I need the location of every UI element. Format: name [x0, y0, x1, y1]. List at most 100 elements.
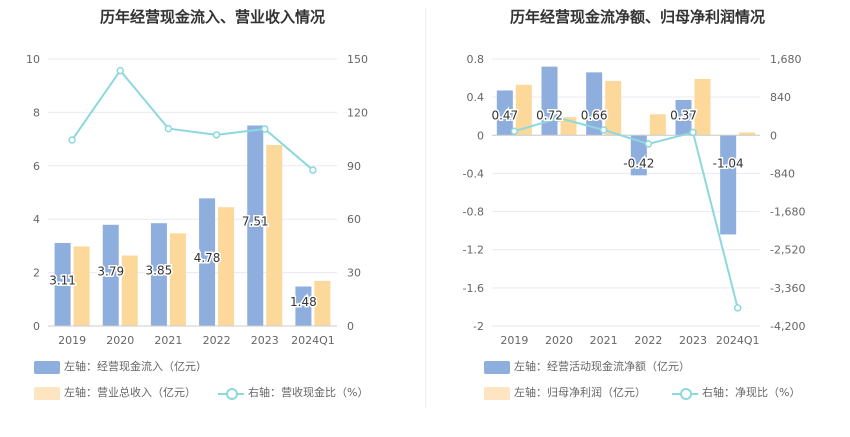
y-left-tick-label: 0.4 [467, 91, 485, 104]
ratio-line [514, 116, 739, 309]
ratio-point [116, 66, 124, 75]
x-tick-label: 2024Q1 [291, 334, 335, 347]
legend-item-net-cash-flow[interactable]: 左轴：经营活动现金流净额（亿元） [484, 358, 690, 374]
ratio-point [733, 304, 742, 312]
x-tick-label: 2020 [545, 334, 573, 347]
legend-label: 左轴：归母净利润（亿元） [514, 386, 646, 399]
x-tick-label: 2023 [251, 334, 279, 347]
ratio-point [555, 114, 563, 122]
bar-yellow [73, 246, 90, 326]
y-right-tick-label: 150 [347, 53, 368, 66]
y-right-tick-label: 840 [770, 91, 791, 104]
bar-blue [586, 72, 603, 136]
y-left-tick-label: -0.8 [463, 206, 484, 219]
legend-label: 右轴：营收现金比（%） [248, 386, 369, 399]
data-label: 4.78 [194, 251, 221, 265]
y-left-tick-label: 2 [33, 267, 40, 280]
ratio-point [510, 127, 519, 136]
bar-yellow [169, 233, 186, 326]
legend-item-revenue[interactable]: 左轴：营业总收入（亿元） [34, 384, 196, 400]
bar-yellow [266, 144, 283, 326]
legend-swatch-yellow-icon [34, 386, 60, 400]
data-label: 3.11 [49, 273, 76, 287]
legend-label: 左轴：经营现金流入（亿元） [64, 360, 207, 373]
x-tick-label: 2021 [590, 334, 618, 347]
bar-blue [630, 135, 647, 176]
data-label: 0.47 [491, 108, 518, 122]
data-label: 0.66 [581, 108, 608, 122]
data-label: 3.85 [146, 264, 173, 278]
data-label: -0.42 [623, 156, 654, 170]
y-left-tick-label: -0.4 [463, 167, 484, 180]
bar-blue [199, 198, 216, 326]
ratio-point [689, 128, 697, 137]
y-right-tick-label: 120 [347, 106, 368, 119]
y-right-tick-label: 0 [347, 320, 354, 333]
legend-line-marker-icon [218, 387, 244, 400]
y-left-tick-label: 8 [33, 106, 40, 119]
legend-item-net-profit[interactable]: 左轴：归母净利润（亿元） [484, 384, 646, 400]
y-right-tick-label: 90 [347, 160, 361, 173]
data-label: 0.72 [536, 108, 563, 122]
legend-label: 左轴：营业总收入（亿元） [64, 386, 196, 399]
x-tick-label: 2019 [500, 334, 528, 347]
ratio-line [71, 68, 314, 171]
x-tick-label: 2019 [58, 334, 86, 347]
chart-plot: 0.8 0.4 0 -0.4 -0.8 -1.2 -1.6 -2 1,680 840 0 -840 -1… [463, 53, 806, 347]
bar-blue [150, 223, 167, 326]
bar-blue [496, 90, 513, 136]
legend-label: 右轴：净现比（%） [702, 386, 801, 399]
x-tick-label: 2022 [203, 334, 231, 347]
bar-yellow [314, 280, 331, 326]
legend-line-marker-icon [672, 387, 698, 400]
y-right-tick-label: -840 [770, 167, 795, 180]
bar-yellow [515, 84, 532, 136]
ratio-point [164, 124, 173, 133]
y-left-tick-label: 4 [33, 213, 40, 226]
y-left-tick-label: -1.2 [463, 244, 484, 257]
y-left-tick-label: 6 [33, 160, 40, 173]
ratio-point [309, 166, 317, 174]
data-label: 3.79 [97, 264, 124, 278]
legend-item-cash-ratio[interactable]: 右轴：营收现金比（%） [218, 384, 368, 400]
bar-blue [720, 135, 737, 235]
y-right-tick-label: -1,680 [770, 206, 805, 219]
bar-yellow [694, 79, 711, 136]
bar-yellow [739, 132, 756, 136]
y-right-tick-label: 60 [347, 213, 361, 226]
y-right-tick-label: -4,200 [770, 320, 805, 333]
data-label: 0.37 [670, 108, 697, 122]
chart-panel-left: 历年经营现金流入、营业收入情况 0 2 4 6 8 10 0 30 60 90 120 150 2019… [26, 8, 368, 400]
y-left-tick-label: 10 [26, 53, 40, 66]
x-tick-label: 2023 [679, 334, 707, 347]
data-label: 1.48 [290, 295, 317, 309]
y-right-tick-label: -3,360 [770, 282, 805, 295]
legend-item-net-cash-ratio[interactable]: 右轴：净现比（%） [672, 384, 800, 400]
legend-swatch-blue-icon [484, 360, 510, 374]
chart-title: 历年经营现金流净额、归母净利润情况 [509, 8, 765, 26]
ratio-point [599, 126, 608, 134]
data-label: 7.51 [242, 215, 269, 229]
bar-blue [102, 224, 119, 326]
chart-plot: 0 2 4 6 8 10 0 30 60 90 120 150 2019 2020 2021 2022 2023… [26, 53, 368, 347]
y-left-tick-label: 0 [477, 129, 484, 142]
ratio-point [261, 125, 269, 133]
ratio-point [644, 140, 653, 148]
legend-swatch-blue-icon [34, 360, 60, 374]
ratio-point [68, 136, 76, 144]
chart-title: 历年经营现金流入、营业收入情况 [99, 8, 325, 26]
bar-yellow [649, 114, 666, 136]
y-left-tick-label: -1.6 [463, 282, 484, 295]
bar-yellow [121, 255, 138, 326]
bar-yellow [605, 80, 622, 136]
legend-swatch-yellow-icon [484, 386, 510, 400]
y-right-tick-label: 1,680 [770, 53, 802, 66]
bar-blue [54, 242, 71, 326]
x-tick-label: 2020 [106, 334, 134, 347]
y-right-tick-label: -2,520 [770, 244, 805, 257]
bar-blue [675, 100, 692, 136]
ratio-point [212, 131, 221, 139]
bar-yellow [218, 207, 235, 326]
legend-item-cash-inflow[interactable]: 左轴：经营现金流入（亿元） [34, 358, 207, 374]
y-right-tick-label: 30 [347, 267, 361, 280]
